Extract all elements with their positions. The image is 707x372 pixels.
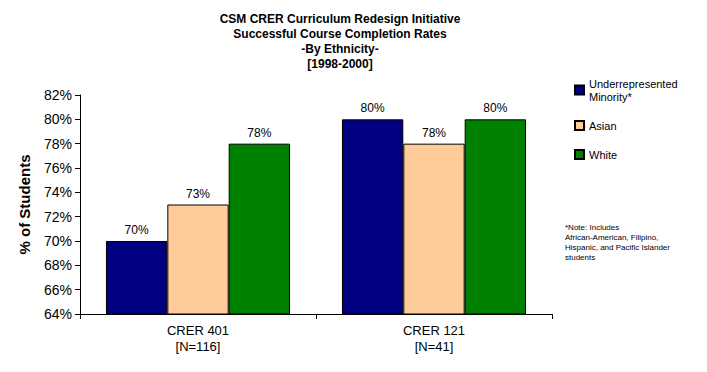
svg-text:64%: 64% <box>44 306 72 322</box>
svg-text:72%: 72% <box>44 209 72 225</box>
svg-text:Underrepresented: Underrepresented <box>589 78 681 90</box>
svg-text:70%: 70% <box>125 223 149 237</box>
svg-text:Successful Course Completion R: Successful Course Completion Rates <box>233 27 447 41</box>
svg-text:White: White <box>589 149 617 161</box>
svg-text:66%: 66% <box>44 282 72 298</box>
svg-text:Hispanic, and Pacific Islander: Hispanic, and Pacific Islander <box>565 243 672 252</box>
svg-text:[N=41]: [N=41] <box>415 339 454 354</box>
svg-text:% of Students: % of Students <box>16 155 33 255</box>
svg-text:CSM CRER Curriculum Redesign I: CSM CRER Curriculum Redesign Initiative <box>220 12 461 26</box>
svg-text:African-American, Filipino,: African-American, Filipino, <box>565 233 661 242</box>
svg-text:CRER 401: CRER 401 <box>167 323 229 338</box>
svg-text:76%: 76% <box>44 160 72 176</box>
svg-text:[N=116]: [N=116] <box>176 339 221 354</box>
svg-text:80%: 80% <box>44 111 72 127</box>
svg-text:-By Ethnicity-: -By Ethnicity- <box>301 42 378 56</box>
svg-text:78%: 78% <box>44 136 72 152</box>
svg-text:[1998-2000]: [1998-2000] <box>307 57 372 71</box>
svg-text:Asian: Asian <box>589 120 617 132</box>
svg-text:78%: 78% <box>247 126 271 140</box>
svg-text:80%: 80% <box>483 101 507 115</box>
svg-text:74%: 74% <box>44 184 72 200</box>
svg-text:80%: 80% <box>361 101 385 115</box>
svg-text:82%: 82% <box>44 87 72 103</box>
svg-text:68%: 68% <box>44 257 72 273</box>
svg-text:73%: 73% <box>186 187 210 201</box>
svg-text:Minority*: Minority* <box>589 91 633 103</box>
svg-text:CRER 121: CRER 121 <box>403 323 465 338</box>
svg-text:*Note: Includes: *Note: Includes <box>565 223 621 232</box>
svg-text:78%: 78% <box>422 126 446 140</box>
svg-text:70%: 70% <box>44 233 72 249</box>
svg-text:students: students <box>565 253 595 262</box>
